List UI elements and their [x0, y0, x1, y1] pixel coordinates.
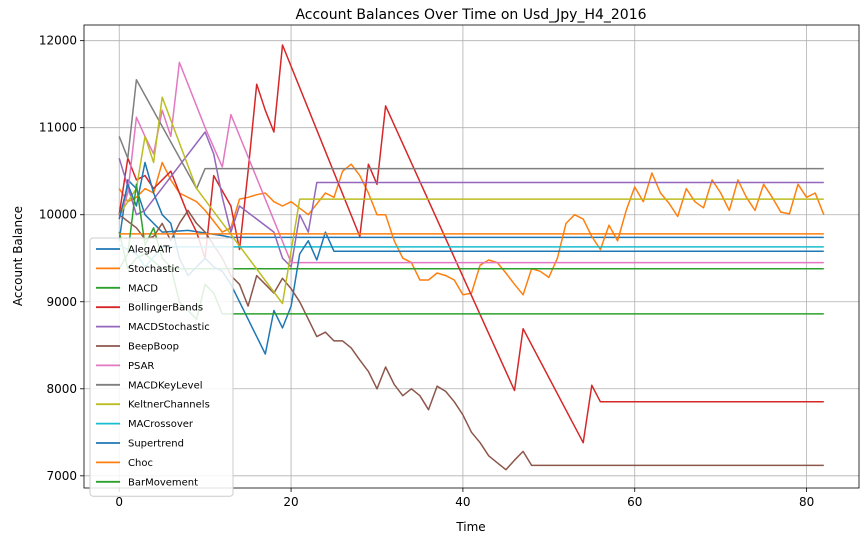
legend-box: [89, 237, 234, 497]
chart-title: Account Balances Over Time on Usd_Jpy_H4…: [295, 7, 646, 23]
series-line-psar: [118, 61, 824, 264]
legend-label: PSAR: [128, 361, 154, 372]
legend-label: MACDKeyLevel: [128, 380, 203, 391]
legend-label: BeepBoop: [128, 342, 179, 353]
x-tick-label: 40: [455, 495, 470, 509]
legend-label: MACDStochastic: [128, 322, 210, 333]
x-tick-label: 0: [115, 495, 123, 509]
y-tick-label: 10000: [39, 208, 77, 222]
y-tick-label: 11000: [39, 121, 77, 135]
legend-label: AlegAATr: [128, 245, 173, 256]
y-axis-label: Account Balance: [11, 206, 25, 306]
legend-label: Supertrend: [128, 439, 184, 450]
plot-frame: [83, 24, 860, 489]
x-tick-label: 20: [283, 495, 298, 509]
legend-label: KeltnerChannels: [128, 400, 210, 411]
legend-label: Choc: [128, 458, 153, 469]
legend-label: MACD: [128, 283, 158, 294]
legend: AlegAATr Stochastic MACD BollingerBands MACD…: [89, 237, 234, 497]
series-line-stochastic: [118, 161, 825, 296]
y-tick-label: 8000: [46, 382, 77, 396]
legend-label: BarMovement: [128, 477, 198, 488]
y-tick-label: 12000: [39, 34, 77, 48]
legend-label: Stochastic: [128, 264, 180, 275]
y-tick-label: 7000: [46, 469, 77, 483]
series-line-macdkeylevel: [118, 79, 824, 190]
y-tick-label: 9000: [46, 295, 77, 309]
legend-label: BollingerBands: [128, 303, 203, 314]
x-axis-label: Time: [455, 520, 485, 534]
series-line-macdstochastic: [118, 131, 824, 268]
series-line-bollingerbands: [118, 44, 824, 444]
legend-label: MACrossover: [128, 419, 194, 430]
axis-ticks: 0 20 40 60 80 7000 8000 9000 10000 11000 12000: [39, 34, 814, 509]
x-tick-label: 80: [799, 495, 814, 509]
x-tick-label: 60: [627, 495, 642, 509]
series-line-beepboop: [118, 209, 824, 471]
